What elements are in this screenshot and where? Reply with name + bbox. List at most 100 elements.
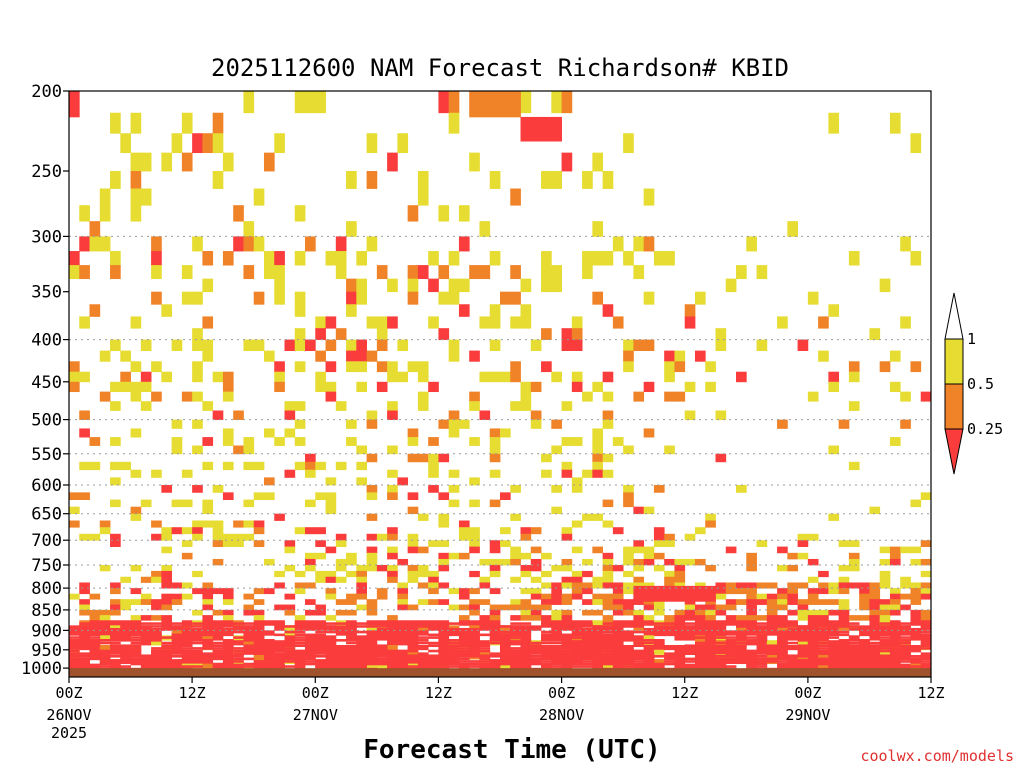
ri-cell bbox=[756, 615, 768, 621]
ri-cell bbox=[582, 513, 593, 521]
surface-band-cell bbox=[807, 639, 819, 642]
ri-cell bbox=[571, 593, 583, 600]
ri-cell bbox=[705, 615, 716, 621]
surface-band-cell bbox=[664, 622, 675, 625]
ri-cell bbox=[838, 419, 850, 429]
surface-band-cell bbox=[315, 660, 326, 663]
ri-cell bbox=[777, 546, 788, 554]
ri-cell bbox=[428, 484, 439, 493]
surface-band-cell bbox=[571, 657, 583, 661]
surface-band-cell bbox=[243, 657, 255, 661]
ri-cell bbox=[602, 391, 614, 402]
ri-cell bbox=[541, 328, 552, 340]
ri-cell bbox=[602, 552, 614, 560]
ri-cell bbox=[243, 609, 255, 616]
surface-band-cell bbox=[736, 652, 747, 655]
surface-band-cell bbox=[315, 665, 326, 668]
y-tick-label: 600 bbox=[31, 476, 62, 496]
ri-cell bbox=[366, 620, 378, 626]
surface-band-cell bbox=[448, 630, 460, 634]
surface-band-cell bbox=[489, 622, 501, 625]
ri-cell bbox=[807, 609, 819, 616]
surface-band-cell bbox=[346, 633, 357, 637]
ri-cell bbox=[222, 391, 234, 402]
ri-cell bbox=[212, 410, 224, 420]
ri-cell bbox=[684, 304, 696, 317]
surface-band-cell bbox=[602, 649, 614, 653]
ri-cell bbox=[859, 659, 870, 665]
surface-band-cell bbox=[438, 627, 450, 631]
ri-cell bbox=[192, 391, 203, 402]
surface-band-cell bbox=[397, 649, 409, 653]
ri-cell bbox=[294, 401, 306, 411]
surface-band-cell bbox=[284, 652, 296, 655]
ri-cell bbox=[192, 635, 203, 641]
ri-cell bbox=[797, 552, 809, 560]
ri-cell bbox=[561, 615, 573, 621]
surface-band-cell bbox=[233, 655, 244, 658]
ri-cell bbox=[500, 654, 511, 660]
ri-cell bbox=[602, 171, 614, 189]
surface-band-cell bbox=[510, 660, 521, 663]
ri-cell bbox=[530, 381, 542, 393]
ri-cell bbox=[335, 609, 347, 616]
ri-cell bbox=[602, 593, 614, 600]
ri-cell bbox=[787, 663, 798, 669]
surface-band-cell bbox=[510, 655, 521, 658]
ri-cell bbox=[366, 513, 378, 521]
ri-cell bbox=[417, 265, 429, 280]
ri-cell bbox=[869, 506, 881, 515]
surface-band-cell bbox=[181, 657, 193, 661]
ri-cell bbox=[274, 278, 285, 293]
surface-band-cell bbox=[694, 652, 706, 655]
ri-cell bbox=[151, 640, 162, 646]
y-tick-label: 850 bbox=[31, 601, 62, 621]
ri-cell bbox=[910, 620, 922, 626]
ri-cell bbox=[530, 609, 542, 616]
ri-cell bbox=[387, 546, 398, 554]
ri-cell bbox=[869, 599, 881, 605]
y-tick-label: 350 bbox=[31, 283, 62, 303]
surface-band-cell bbox=[684, 665, 696, 668]
surface-band-cell bbox=[500, 657, 511, 661]
ri-cell bbox=[500, 428, 511, 438]
surface-band-cell bbox=[797, 665, 809, 668]
ri-cell bbox=[479, 640, 491, 646]
surface-band-cell bbox=[110, 647, 121, 650]
ri-cell bbox=[848, 461, 860, 471]
ri-cell bbox=[653, 604, 665, 611]
ri-cell bbox=[489, 371, 501, 383]
surface-band-cell bbox=[807, 636, 819, 639]
ri-cell bbox=[387, 371, 398, 383]
ri-cell bbox=[889, 599, 901, 605]
ri-cell bbox=[253, 640, 265, 646]
surface-band-cell bbox=[356, 652, 367, 655]
surface-band-cell bbox=[787, 647, 798, 650]
surface-band-cell bbox=[612, 622, 624, 625]
ri-cell bbox=[192, 649, 203, 655]
surface-band-cell bbox=[458, 652, 470, 655]
surface-band-cell bbox=[612, 649, 624, 653]
surface-band-cell bbox=[294, 649, 306, 653]
surface-band-cell bbox=[376, 622, 388, 625]
ri-cell bbox=[448, 604, 460, 611]
ri-cell bbox=[140, 576, 152, 583]
surface-band-cell bbox=[777, 625, 788, 628]
ri-cell bbox=[561, 91, 573, 114]
surface-band-cell bbox=[664, 662, 675, 666]
ri-cell bbox=[797, 625, 809, 631]
surface-band-cell bbox=[582, 665, 593, 668]
surface-band-cell bbox=[151, 627, 162, 631]
ri-cell bbox=[110, 339, 121, 351]
surface-band-cell bbox=[766, 644, 778, 648]
ri-cell bbox=[551, 615, 562, 621]
surface-band-cell bbox=[161, 660, 173, 663]
ri-cell bbox=[79, 588, 90, 595]
surface-band-cell bbox=[253, 644, 265, 648]
ri-cell bbox=[777, 630, 788, 636]
ri-cell bbox=[335, 251, 347, 266]
ri-cell bbox=[151, 361, 162, 373]
surface-band-cell bbox=[643, 655, 655, 658]
surface-band-cell bbox=[274, 665, 285, 668]
ri-cell bbox=[253, 527, 265, 535]
